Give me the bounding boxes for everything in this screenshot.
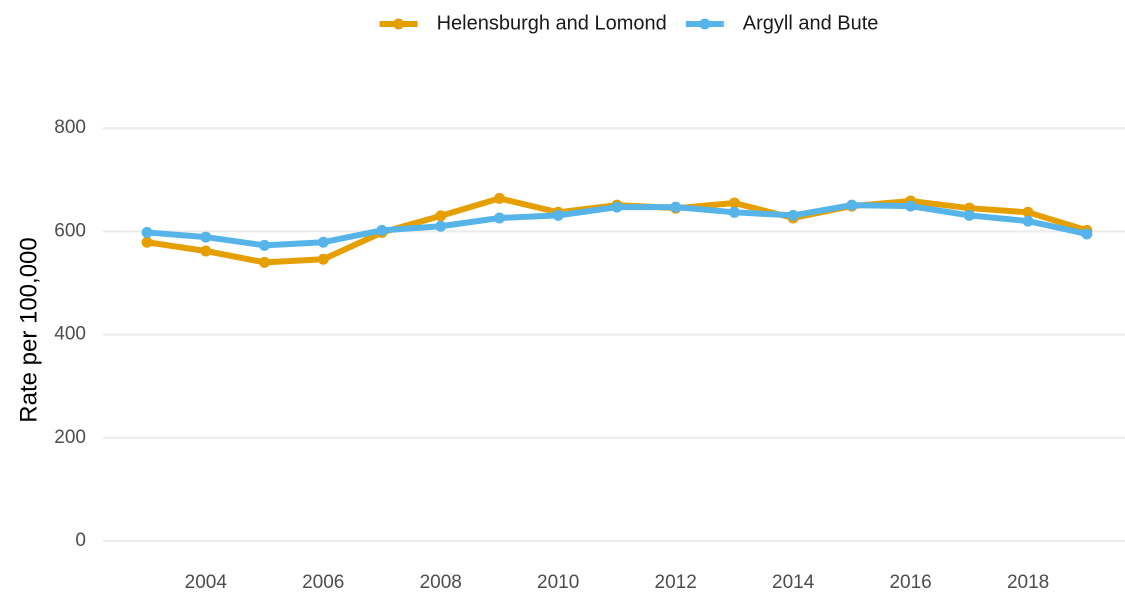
x-tick-label: 2004 [185, 572, 228, 593]
data-point [552, 209, 564, 221]
x-tick-label: 2008 [420, 572, 462, 593]
y-tick-label: 800 [54, 117, 86, 138]
legend-item: Argyll and Bute [685, 12, 879, 34]
x-tick-label: 2018 [1007, 572, 1049, 593]
data-point [1081, 228, 1093, 240]
data-point [493, 192, 505, 204]
data-point [787, 209, 799, 221]
x-tick-label: 2006 [302, 572, 344, 593]
data-point [200, 245, 212, 257]
data-point [376, 224, 388, 236]
y-axis-label: Rate per 100,000 [15, 237, 42, 422]
x-tick-label: 2010 [537, 572, 579, 593]
y-tick-label: 400 [54, 324, 86, 345]
data-point [317, 236, 329, 248]
y-tick-label: 200 [54, 427, 86, 448]
data-point [846, 199, 858, 211]
data-point [435, 210, 447, 222]
x-tick-label: 2014 [772, 572, 815, 593]
data-point [670, 201, 682, 213]
data-point [493, 212, 505, 224]
data-point [728, 206, 740, 218]
data-point [259, 256, 271, 268]
data-point [200, 231, 212, 243]
data-point [141, 226, 153, 238]
data-point [141, 236, 153, 248]
x-tick-label: 2016 [889, 572, 931, 593]
data-point [905, 200, 917, 212]
x-tick-label: 2012 [655, 572, 697, 593]
legend-item: Helensburgh and Lomond [379, 12, 667, 34]
data-point [435, 220, 447, 232]
data-point [963, 209, 975, 221]
data-point [728, 197, 740, 209]
legend-label: Argyll and Bute [743, 12, 879, 34]
y-tick-label: 0 [75, 530, 86, 551]
legend-marker [699, 18, 711, 30]
legend-label: Helensburgh and Lomond [437, 12, 667, 34]
data-point [1022, 206, 1034, 218]
y-tick-label: 600 [54, 220, 86, 241]
legend: Helensburgh and Lomond Argyll and Bute [379, 12, 879, 34]
data-point [317, 253, 329, 265]
data-point [1022, 215, 1034, 227]
legend-marker [393, 18, 405, 30]
data-point [611, 201, 623, 213]
data-point [259, 239, 271, 251]
